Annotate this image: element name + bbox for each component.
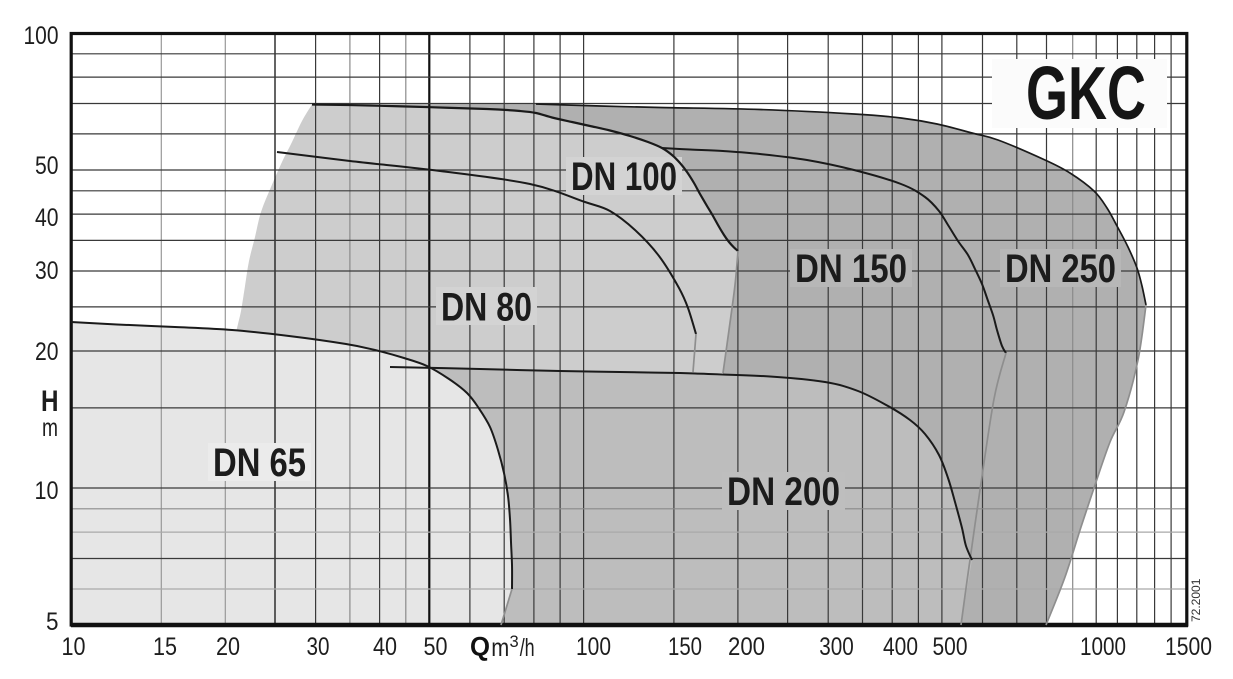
svg-text:100: 100	[24, 22, 59, 50]
svg-text:3: 3	[510, 633, 519, 651]
svg-text:150: 150	[668, 633, 702, 661]
svg-text:50: 50	[424, 633, 448, 661]
svg-text:10: 10	[35, 477, 59, 505]
svg-text:m: m	[42, 414, 58, 442]
svg-text:1000: 1000	[1080, 633, 1126, 661]
svg-text:DN 100: DN 100	[571, 155, 677, 199]
svg-text:400: 400	[883, 633, 918, 661]
svg-text:20: 20	[216, 633, 240, 661]
svg-text:H: H	[41, 385, 59, 418]
svg-text:Q: Q	[470, 632, 490, 662]
svg-text:DN 65: DN 65	[213, 441, 306, 485]
svg-text:20: 20	[35, 338, 59, 366]
svg-text:500: 500	[933, 633, 968, 661]
svg-text:GKC: GKC	[1026, 51, 1146, 135]
svg-text:DN 250: DN 250	[1005, 247, 1116, 291]
svg-text:72.2001: 72.2001	[1189, 578, 1203, 622]
svg-text:200: 200	[728, 633, 765, 661]
svg-text:10: 10	[62, 633, 86, 661]
svg-text:30: 30	[35, 257, 59, 285]
svg-text:40: 40	[35, 204, 59, 232]
svg-text:50: 50	[35, 152, 59, 180]
svg-text:1500: 1500	[1165, 633, 1212, 661]
svg-text:100: 100	[576, 633, 611, 661]
svg-text:15: 15	[153, 633, 177, 661]
svg-text:300: 300	[819, 633, 854, 661]
svg-text:DN 200: DN 200	[727, 470, 840, 514]
svg-text:DN 150: DN 150	[795, 247, 907, 291]
svg-text:m: m	[491, 634, 509, 662]
svg-text:/h: /h	[520, 634, 535, 662]
svg-text:5: 5	[46, 608, 59, 636]
svg-text:30: 30	[307, 633, 330, 661]
svg-text:40: 40	[373, 633, 397, 661]
svg-text:DN 80: DN 80	[441, 286, 532, 330]
